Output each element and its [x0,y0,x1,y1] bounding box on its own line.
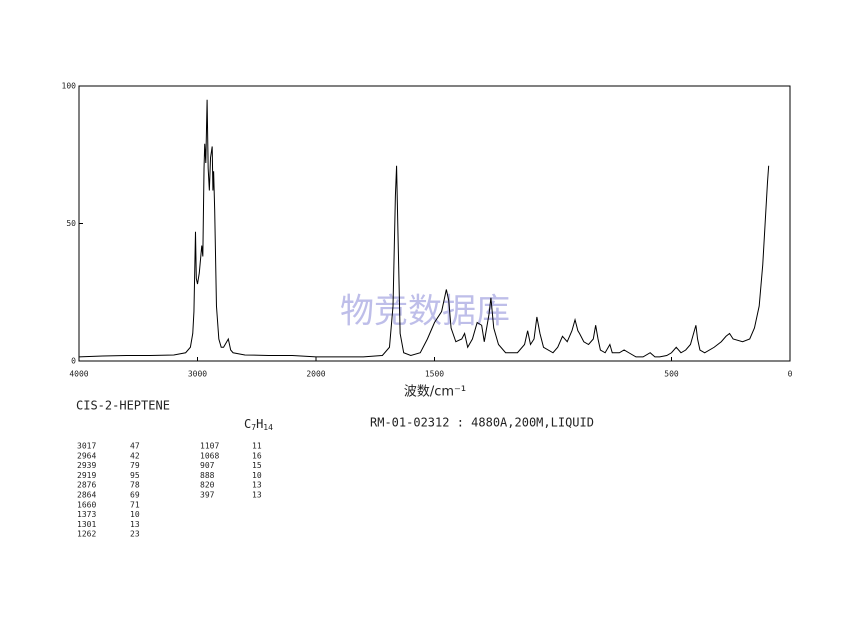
watermark: 物竞数据库 [340,292,510,332]
peak-cell: 13 [130,520,140,529]
formula: C7H14 [244,417,273,432]
y-tick-label: 100 [62,82,77,91]
peak-cell: 95 [130,471,140,480]
peak-cell: 10 [252,471,262,480]
peak-cell: 78 [130,481,140,490]
peak-cell: 42 [130,451,140,460]
x-tick-label: 0 [788,370,793,379]
formula-part: 7 [251,423,256,432]
peak-cell: 1107 [200,442,219,451]
peak-cell: 1301 [77,520,96,529]
peak-cell: 2864 [77,491,96,500]
peak-cell: 907 [200,461,215,470]
y-tick-label: 0 [71,357,76,366]
peak-cell: 23 [130,530,140,539]
peak-cell: 13 [252,481,262,490]
x-axis-label: 波数/cm⁻¹ [404,385,466,400]
peak-cell: 15 [252,461,262,470]
x-tick-label: 500 [664,370,679,379]
peak-cell: 47 [130,442,140,451]
peak-cell: 2964 [77,451,96,460]
peak-cell: 13 [252,491,262,500]
x-tick-label: 1500 [425,370,444,379]
peak-cell: 2939 [77,461,96,470]
peak-cell: 79 [130,461,140,470]
peak-cell: 69 [130,491,140,500]
peak-cell: 2919 [77,471,96,480]
peak-cell: 397 [200,491,215,500]
x-tick-label: 4000 [69,370,88,379]
sample-name: CIS-2-HEPTENE [76,399,170,413]
x-tick-label: 2000 [306,370,325,379]
y-tick-label: 50 [66,219,76,228]
peak-cell: 10 [130,510,140,519]
formula-part: C [244,417,251,431]
peak-cell: 71 [130,500,140,509]
spectrum-line [78,99,770,358]
peak-cell: 11 [252,442,262,451]
peak-cell: 2876 [77,481,96,490]
peak-cell: 888 [200,471,215,480]
peak-cell: 1262 [77,530,96,539]
peak-cell: 16 [252,451,262,460]
peak-cell: 1660 [77,500,96,509]
peak-cell: 1373 [77,510,96,519]
peak-cell: 1068 [200,451,219,460]
peak-cell: 820 [200,481,215,490]
formula-part: 14 [263,423,273,432]
peak-cell: 3017 [77,442,96,451]
x-tick-label: 3000 [188,370,207,379]
conditions: RM-01-02312 : 4880A,200M,LIQUID [370,416,594,430]
formula-part: H [256,417,263,431]
